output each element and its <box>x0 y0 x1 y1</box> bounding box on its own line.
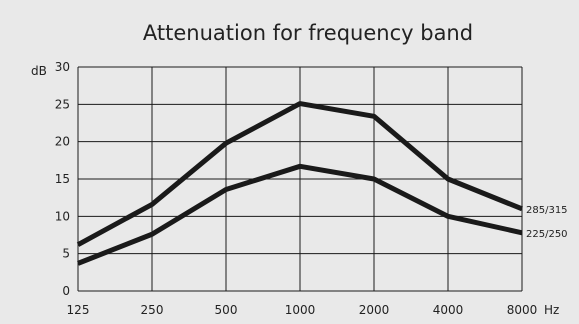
series-line-0 <box>76 101 523 247</box>
grid <box>77 66 523 292</box>
x-tick-label: 4000 <box>433 303 464 317</box>
y-tick-label: 15 <box>55 172 70 186</box>
series-label-1: 225/250 <box>526 229 568 240</box>
y-tick-label: 30 <box>55 60 70 74</box>
y-tick-label: 25 <box>55 97 70 111</box>
x-tick-label: 125 <box>67 303 90 317</box>
x-tick-label: 1000 <box>285 303 316 317</box>
x-axis-ticks: 125 250 500 1000 2000 4000 8000 <box>67 303 538 317</box>
x-axis-unit: Hz <box>544 303 559 317</box>
x-tick-label: 2000 <box>359 303 390 317</box>
x-tick-label: 250 <box>141 303 164 317</box>
series-label-0: 285/315 <box>526 205 568 216</box>
y-axis-ticks: 0 5 10 15 20 25 30 <box>55 60 70 298</box>
y-axis-label: dB <box>31 64 47 78</box>
x-tick-label: 500 <box>215 303 238 317</box>
y-tick-label: 0 <box>62 284 70 298</box>
series-labels: 285/315 225/250 <box>526 205 568 240</box>
x-tick-label: 8000 <box>507 303 538 317</box>
series <box>76 101 523 266</box>
y-tick-label: 20 <box>55 135 70 149</box>
chart-title: Attenuation for frequency band <box>143 21 473 45</box>
y-tick-label: 5 <box>62 247 70 261</box>
series-line-1 <box>77 163 523 266</box>
y-tick-label: 10 <box>55 209 70 223</box>
